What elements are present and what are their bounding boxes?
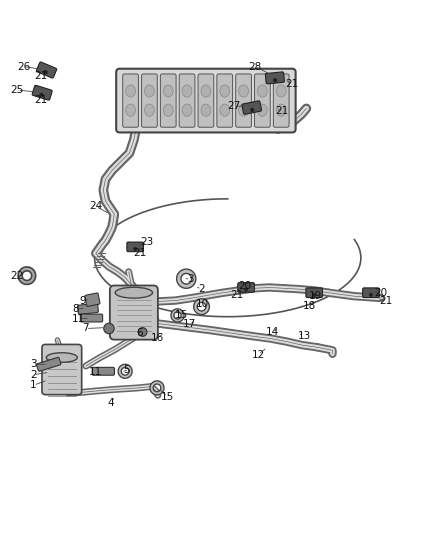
FancyBboxPatch shape bbox=[141, 74, 157, 127]
Text: 21: 21 bbox=[34, 71, 47, 81]
Ellipse shape bbox=[115, 287, 152, 298]
FancyBboxPatch shape bbox=[306, 288, 322, 297]
Ellipse shape bbox=[126, 85, 135, 97]
Ellipse shape bbox=[239, 85, 248, 97]
Text: 2: 2 bbox=[198, 284, 205, 294]
Circle shape bbox=[274, 79, 276, 82]
Text: 3: 3 bbox=[30, 359, 37, 369]
Ellipse shape bbox=[258, 104, 267, 116]
Text: 4: 4 bbox=[107, 398, 114, 408]
Circle shape bbox=[251, 109, 254, 111]
Text: 21: 21 bbox=[230, 290, 243, 300]
Circle shape bbox=[313, 294, 315, 296]
FancyBboxPatch shape bbox=[116, 69, 296, 133]
Ellipse shape bbox=[163, 85, 173, 97]
FancyBboxPatch shape bbox=[238, 282, 254, 292]
Ellipse shape bbox=[163, 104, 173, 116]
Circle shape bbox=[104, 323, 114, 334]
Text: 21: 21 bbox=[286, 79, 299, 89]
Text: 19: 19 bbox=[308, 291, 321, 301]
Ellipse shape bbox=[126, 104, 135, 116]
Circle shape bbox=[138, 328, 147, 336]
FancyBboxPatch shape bbox=[242, 101, 261, 114]
FancyBboxPatch shape bbox=[32, 85, 52, 100]
FancyBboxPatch shape bbox=[123, 74, 138, 127]
FancyBboxPatch shape bbox=[37, 357, 61, 372]
Ellipse shape bbox=[182, 85, 192, 97]
Ellipse shape bbox=[201, 104, 211, 116]
Ellipse shape bbox=[201, 85, 211, 97]
Ellipse shape bbox=[182, 104, 192, 116]
Ellipse shape bbox=[258, 85, 267, 97]
Text: 16: 16 bbox=[150, 333, 164, 343]
Text: 21: 21 bbox=[276, 106, 289, 116]
FancyBboxPatch shape bbox=[273, 74, 289, 127]
Text: 18: 18 bbox=[303, 301, 316, 311]
Ellipse shape bbox=[276, 85, 286, 97]
FancyBboxPatch shape bbox=[363, 288, 379, 297]
Text: 3: 3 bbox=[187, 274, 194, 284]
Text: 25: 25 bbox=[11, 85, 24, 95]
Text: 23: 23 bbox=[140, 237, 154, 247]
Ellipse shape bbox=[239, 104, 248, 116]
Ellipse shape bbox=[276, 104, 286, 116]
Text: 9: 9 bbox=[79, 296, 86, 305]
FancyBboxPatch shape bbox=[36, 62, 57, 78]
Ellipse shape bbox=[220, 104, 230, 116]
Text: 11: 11 bbox=[89, 367, 102, 377]
FancyBboxPatch shape bbox=[42, 344, 81, 394]
Text: 13: 13 bbox=[297, 332, 311, 341]
Ellipse shape bbox=[145, 104, 154, 116]
Text: 11: 11 bbox=[72, 314, 85, 324]
FancyBboxPatch shape bbox=[85, 293, 100, 306]
Circle shape bbox=[44, 71, 47, 74]
Text: 5: 5 bbox=[123, 366, 130, 375]
Text: 12: 12 bbox=[252, 350, 265, 360]
Text: 20: 20 bbox=[374, 288, 387, 298]
FancyBboxPatch shape bbox=[81, 314, 102, 322]
Text: 7: 7 bbox=[82, 324, 89, 334]
Text: 26: 26 bbox=[17, 61, 30, 71]
Text: 27: 27 bbox=[228, 101, 241, 111]
FancyBboxPatch shape bbox=[198, 74, 214, 127]
Text: 10: 10 bbox=[196, 299, 209, 309]
Text: 15: 15 bbox=[175, 310, 188, 319]
Text: 22: 22 bbox=[11, 271, 24, 281]
Text: 21: 21 bbox=[379, 296, 392, 306]
FancyBboxPatch shape bbox=[265, 72, 284, 84]
FancyBboxPatch shape bbox=[110, 286, 158, 340]
Circle shape bbox=[245, 288, 247, 291]
Circle shape bbox=[40, 94, 43, 96]
FancyBboxPatch shape bbox=[236, 74, 251, 127]
Ellipse shape bbox=[46, 353, 78, 362]
Circle shape bbox=[134, 248, 136, 250]
FancyBboxPatch shape bbox=[179, 74, 195, 127]
Text: 14: 14 bbox=[265, 327, 279, 337]
Ellipse shape bbox=[220, 85, 230, 97]
Text: 20: 20 bbox=[238, 281, 251, 290]
FancyBboxPatch shape bbox=[92, 367, 114, 375]
Text: 21: 21 bbox=[133, 247, 146, 257]
FancyBboxPatch shape bbox=[160, 74, 176, 127]
Text: 17: 17 bbox=[183, 319, 196, 329]
Text: 15: 15 bbox=[161, 392, 174, 401]
Text: 6: 6 bbox=[136, 328, 143, 338]
FancyBboxPatch shape bbox=[217, 74, 233, 127]
Text: 24: 24 bbox=[89, 201, 102, 211]
FancyBboxPatch shape bbox=[78, 303, 99, 314]
FancyBboxPatch shape bbox=[254, 74, 270, 127]
Text: 1: 1 bbox=[30, 380, 37, 390]
Text: 8: 8 bbox=[72, 304, 79, 314]
FancyBboxPatch shape bbox=[127, 242, 144, 252]
Circle shape bbox=[370, 294, 372, 296]
Ellipse shape bbox=[145, 85, 154, 97]
Text: 2: 2 bbox=[30, 370, 37, 380]
Text: 28: 28 bbox=[248, 61, 261, 71]
Text: 21: 21 bbox=[34, 95, 47, 104]
